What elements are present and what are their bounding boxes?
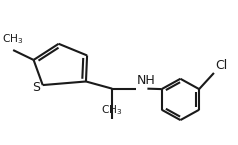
Text: CH$_3$: CH$_3$: [2, 33, 24, 46]
Text: CH$_3$: CH$_3$: [101, 104, 123, 117]
Text: Cl: Cl: [215, 59, 227, 72]
Text: S: S: [32, 81, 40, 94]
Text: NH: NH: [137, 74, 156, 87]
